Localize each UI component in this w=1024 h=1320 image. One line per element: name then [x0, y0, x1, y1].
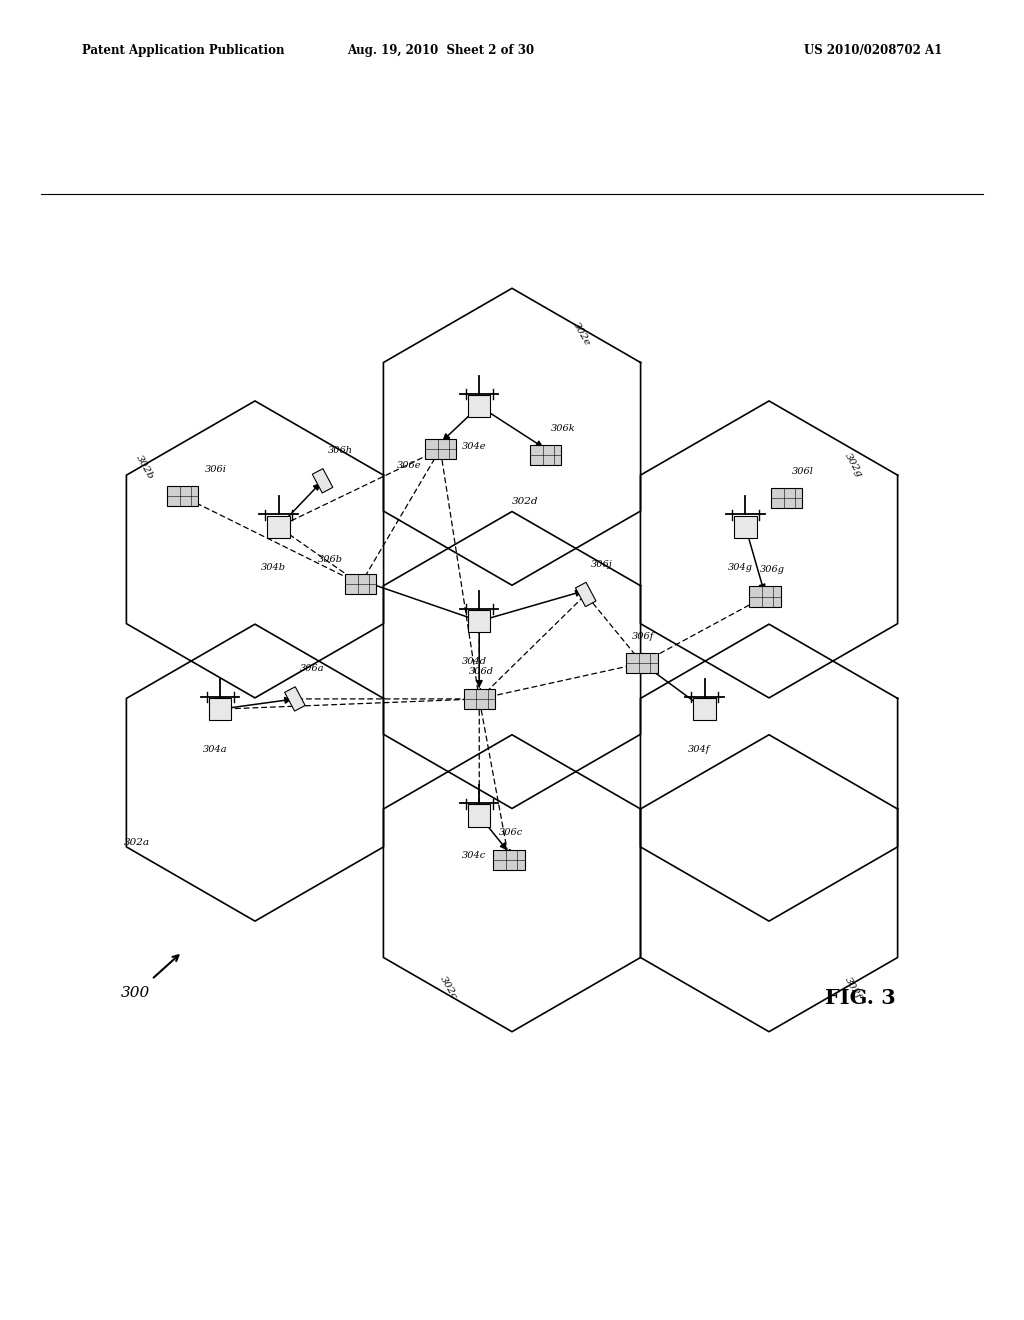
Bar	[693, 698, 716, 721]
Text: 302b: 302b	[134, 454, 156, 482]
Bar	[468, 804, 490, 826]
Bar	[209, 698, 231, 721]
Bar	[750, 586, 780, 607]
Bar	[468, 610, 490, 632]
Text: 302f: 302f	[843, 975, 862, 1001]
Text: 306f: 306f	[632, 631, 654, 640]
Text: 302e: 302e	[571, 321, 592, 348]
Text: 306e: 306e	[397, 461, 422, 470]
Text: 306l: 306l	[792, 467, 813, 475]
Bar	[627, 653, 657, 673]
Bar	[167, 486, 198, 507]
Text: 302g: 302g	[843, 451, 864, 479]
Text: 304f: 304f	[688, 744, 711, 754]
Polygon shape	[575, 582, 596, 607]
Bar	[530, 445, 561, 466]
Text: 306a: 306a	[300, 664, 325, 673]
Text: 306h: 306h	[328, 446, 352, 455]
Text: 306b: 306b	[317, 554, 342, 564]
Text: 306j: 306j	[591, 560, 612, 569]
Text: 304b: 304b	[261, 562, 286, 572]
Bar	[464, 689, 495, 709]
Polygon shape	[312, 469, 333, 492]
Text: 304e: 304e	[462, 442, 486, 451]
Polygon shape	[285, 686, 305, 711]
Text: 304g: 304g	[728, 562, 753, 572]
Text: 306d: 306d	[469, 668, 494, 676]
Bar	[468, 395, 490, 417]
Text: 304c: 304c	[462, 851, 486, 861]
Text: 304a: 304a	[203, 744, 227, 754]
Text: 306i: 306i	[205, 465, 226, 474]
Text: 304d: 304d	[462, 657, 486, 665]
Text: US 2010/0208702 A1: US 2010/0208702 A1	[804, 44, 942, 57]
Bar	[425, 440, 456, 459]
Bar	[734, 516, 757, 539]
Text: 300: 300	[121, 986, 150, 999]
Text: Patent Application Publication: Patent Application Publication	[82, 44, 285, 57]
Text: 306k: 306k	[551, 424, 575, 433]
Text: FIG. 3: FIG. 3	[824, 987, 896, 1008]
Bar	[494, 850, 524, 870]
Bar	[771, 488, 802, 508]
Text: 306c: 306c	[499, 828, 523, 837]
Text: 302a: 302a	[124, 838, 150, 846]
Bar	[345, 574, 376, 594]
Bar	[267, 516, 290, 539]
Text: 306g: 306g	[760, 565, 784, 574]
Text: 302c: 302c	[438, 974, 459, 1001]
Text: Aug. 19, 2010  Sheet 2 of 30: Aug. 19, 2010 Sheet 2 of 30	[347, 44, 534, 57]
Text: 302d: 302d	[512, 496, 539, 506]
